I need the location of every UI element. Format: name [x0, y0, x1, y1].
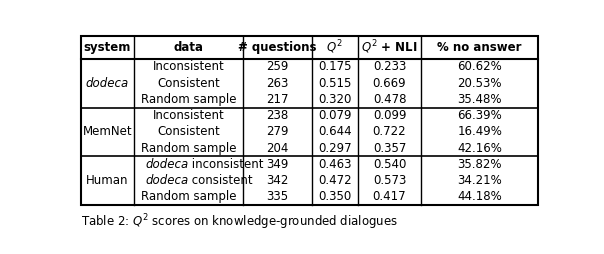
- Text: Inconsistent: Inconsistent: [153, 60, 224, 73]
- Text: 0.573: 0.573: [373, 174, 406, 187]
- Text: Table 2: $Q^2$ scores on knowledge-grounded dialogues: Table 2: $Q^2$ scores on knowledge-groun…: [81, 213, 398, 232]
- Text: 60.62%: 60.62%: [457, 60, 502, 73]
- Text: 0.079: 0.079: [318, 109, 352, 122]
- Text: 34.21%: 34.21%: [457, 174, 502, 187]
- Text: 20.53%: 20.53%: [457, 77, 502, 90]
- Text: consistent: consistent: [188, 174, 253, 187]
- Text: 0.233: 0.233: [373, 60, 406, 73]
- Text: 0.417: 0.417: [373, 190, 406, 203]
- Text: 35.82%: 35.82%: [457, 158, 502, 171]
- Text: 0.472: 0.472: [318, 174, 352, 187]
- Text: 0.320: 0.320: [318, 93, 352, 106]
- Text: 0.478: 0.478: [373, 93, 406, 106]
- Text: 0.350: 0.350: [318, 190, 352, 203]
- Text: # questions: # questions: [239, 41, 317, 54]
- Text: 279: 279: [266, 125, 289, 138]
- Text: 0.722: 0.722: [373, 125, 406, 138]
- Text: 0.099: 0.099: [373, 109, 406, 122]
- Text: 349: 349: [266, 158, 289, 171]
- Text: 204: 204: [266, 142, 289, 155]
- Bar: [81, 36, 538, 205]
- Text: Random sample: Random sample: [141, 142, 236, 155]
- Text: 42.16%: 42.16%: [457, 142, 502, 155]
- Text: 263: 263: [266, 77, 289, 90]
- Text: 0.644: 0.644: [318, 125, 352, 138]
- Text: system: system: [84, 41, 131, 54]
- Text: Inconsistent: Inconsistent: [153, 109, 224, 122]
- Text: dodeca: dodeca: [145, 158, 188, 171]
- Text: Random sample: Random sample: [141, 93, 236, 106]
- Text: Random sample: Random sample: [141, 190, 236, 203]
- Text: 66.39%: 66.39%: [457, 109, 502, 122]
- Text: 44.18%: 44.18%: [457, 190, 502, 203]
- Text: 0.540: 0.540: [373, 158, 406, 171]
- Text: 0.175: 0.175: [318, 60, 352, 73]
- Text: 335: 335: [266, 190, 289, 203]
- Text: 16.49%: 16.49%: [457, 125, 502, 138]
- Text: $Q^2$: $Q^2$: [326, 39, 343, 56]
- Text: 217: 217: [266, 93, 289, 106]
- Text: 0.669: 0.669: [373, 77, 406, 90]
- Text: 0.297: 0.297: [318, 142, 352, 155]
- Text: 0.515: 0.515: [318, 77, 352, 90]
- Text: % no answer: % no answer: [437, 41, 522, 54]
- Text: MemNet: MemNet: [83, 125, 132, 138]
- Text: 238: 238: [266, 109, 289, 122]
- Text: $Q^2$ + NLI: $Q^2$ + NLI: [361, 39, 417, 56]
- Text: 259: 259: [266, 60, 289, 73]
- Text: dodeca: dodeca: [86, 77, 129, 90]
- Text: dodeca: dodeca: [145, 174, 188, 187]
- Text: inconsistent: inconsistent: [188, 158, 264, 171]
- Text: Human: Human: [86, 174, 129, 187]
- Text: 35.48%: 35.48%: [457, 93, 502, 106]
- Text: 0.357: 0.357: [373, 142, 406, 155]
- Text: data: data: [173, 41, 204, 54]
- Text: 342: 342: [266, 174, 289, 187]
- Text: Consistent: Consistent: [157, 125, 220, 138]
- Text: 0.463: 0.463: [318, 158, 352, 171]
- Text: Consistent: Consistent: [157, 77, 220, 90]
